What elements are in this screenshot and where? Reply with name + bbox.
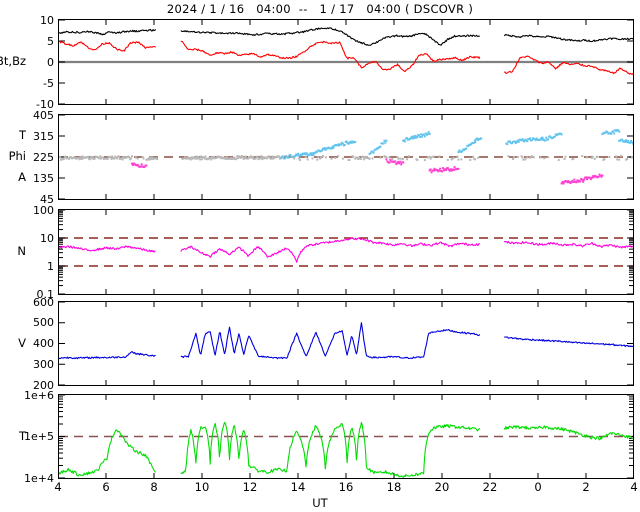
velocity-y-ticks xyxy=(59,302,633,385)
density-y-ticks xyxy=(59,210,633,294)
x-tick-label: 12 xyxy=(242,480,258,494)
bt-bz-ytick-label: -5 xyxy=(43,76,54,90)
x-tick-label: 10 xyxy=(194,480,210,494)
velocity-ytick-label: 200 xyxy=(33,378,54,392)
ylabel-bt-bz: Bt,Bz xyxy=(0,54,26,68)
x-tick-label: 4 xyxy=(630,480,638,494)
velocity-canvas xyxy=(59,302,633,385)
velocity-series-v xyxy=(59,322,633,360)
x-tick-label: 0 xyxy=(534,480,542,494)
x-tick-label: 6 xyxy=(102,480,110,494)
phi-theta-x-ticks xyxy=(105,115,587,199)
temperature-canvas xyxy=(59,395,633,478)
bt-bz-canvas xyxy=(59,20,633,104)
x-tick-label: 16 xyxy=(338,480,354,494)
panel-density xyxy=(58,209,634,295)
phi-theta-ytick-label: 45 xyxy=(40,192,54,206)
ylabel-phi: Phi xyxy=(8,149,26,163)
temperature-x-ticks xyxy=(105,395,587,478)
x-tick-label: 22 xyxy=(482,480,498,494)
velocity-ytick-label: 500 xyxy=(33,316,54,330)
ylabel-temperature: T xyxy=(18,428,26,443)
phi-theta-ytick-label: 315 xyxy=(33,129,54,143)
temperature-ytick-label: 1e+6 xyxy=(24,388,54,402)
density-ytick-label: 0.1 xyxy=(36,287,55,301)
bt-bz-x-ticks xyxy=(105,20,587,104)
bt-bz-ytick-label: 0 xyxy=(47,55,54,69)
density-ytick-label: 10 xyxy=(40,231,54,245)
bt-bz-series-bt xyxy=(59,27,633,46)
plot-title: 2024 / 1 / 16 04:00 -- 1 / 17 04:00 ( DS… xyxy=(166,2,474,16)
velocity-ytick-label: 400 xyxy=(33,337,54,350)
panel-temperature xyxy=(58,394,634,479)
x-tick-label: 4 xyxy=(54,480,62,494)
phi-theta-ytick-label: 405 xyxy=(33,108,54,122)
density-series-n xyxy=(59,237,633,263)
x-tick-label: 18 xyxy=(386,480,402,494)
bt-bz-ytick-label: -10 xyxy=(36,97,54,111)
temperature-series-t xyxy=(59,421,633,478)
temperature-y-ticks xyxy=(59,395,633,478)
phi-theta-ytick-label: 135 xyxy=(33,171,54,185)
velocity-ytick-label: 300 xyxy=(33,357,54,371)
bt-bz-ytick-label: 10 xyxy=(40,13,54,27)
bt-bz-ytick-label: 5 xyxy=(47,34,54,48)
density-ytick-label: 100 xyxy=(33,203,54,217)
temperature-ytick-label: 1e+4 xyxy=(24,471,54,485)
x-tick-label: 14 xyxy=(290,480,306,494)
ylabel-velocity: V xyxy=(18,335,26,350)
ylabel-theta: T xyxy=(18,128,26,142)
phi-theta-canvas xyxy=(59,115,633,199)
x-tick-label: 20 xyxy=(434,480,450,494)
x-tick-label: 2 xyxy=(582,480,590,494)
x-tick-label: 8 xyxy=(150,480,158,494)
ylabel-density: N xyxy=(17,243,26,258)
panel-bt-bz xyxy=(58,19,634,105)
density-ytick-label: 1 xyxy=(47,259,54,273)
x-axis-label: UT xyxy=(312,496,328,510)
phi-scatter-points xyxy=(59,128,633,185)
panel-velocity xyxy=(58,301,634,386)
bt-bz-series-bz xyxy=(59,40,633,76)
ylabel-alpha: A xyxy=(18,170,26,184)
velocity-x-ticks xyxy=(105,302,587,385)
phi-theta-ytick-label: 225 xyxy=(33,150,54,164)
density-canvas xyxy=(59,210,633,294)
panel-phi-theta xyxy=(58,114,634,200)
velocity-ytick-label: 600 xyxy=(33,295,54,309)
density-x-ticks xyxy=(105,210,587,294)
temperature-ytick-label: 1e+5 xyxy=(24,430,54,443)
